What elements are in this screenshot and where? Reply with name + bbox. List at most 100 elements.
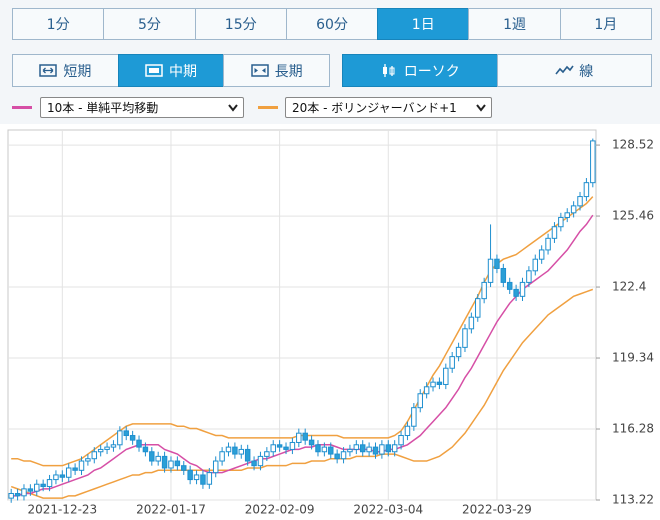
candle-body bbox=[149, 451, 155, 462]
y-tick-label: 113.22 bbox=[612, 493, 654, 507]
candle-body bbox=[526, 270, 532, 283]
candle-body bbox=[436, 381, 443, 385]
button-icon bbox=[145, 64, 163, 77]
candle-body bbox=[359, 444, 366, 453]
candle-body bbox=[251, 460, 257, 467]
range-button[interactable]: 中期 bbox=[117, 54, 225, 87]
candle-body bbox=[270, 444, 276, 453]
y-tick-label: 128.52 bbox=[612, 138, 654, 152]
chart_type-button[interactable]: 線 bbox=[496, 54, 652, 87]
range-button[interactable]: 短期 bbox=[12, 54, 119, 87]
candle-body bbox=[404, 425, 411, 437]
candle-body bbox=[347, 448, 353, 453]
candle-body bbox=[65, 467, 72, 478]
timeframe-tabs: 1分 5分 15分 60分 1日 1週 1月 bbox=[12, 8, 652, 40]
candle-body bbox=[212, 460, 219, 474]
candle-body bbox=[532, 258, 539, 272]
candle-body bbox=[104, 446, 110, 450]
button-label: 線 bbox=[579, 63, 594, 80]
candle-body bbox=[513, 288, 519, 297]
x-tick-label: 2022-03-04 bbox=[353, 503, 423, 517]
chart-type-tabs: ローソク 線 bbox=[342, 54, 652, 87]
button-icon bbox=[39, 64, 58, 77]
candle-body bbox=[21, 488, 27, 497]
candle-body bbox=[564, 212, 570, 218]
candle-body bbox=[340, 451, 347, 460]
candle-body bbox=[391, 444, 398, 453]
timeframe-button[interactable]: 1週 bbox=[468, 8, 561, 40]
button-icon bbox=[382, 64, 395, 77]
candle-body bbox=[34, 483, 40, 492]
candle-body bbox=[366, 446, 372, 453]
candle-body bbox=[423, 386, 430, 395]
timeframe-button[interactable]: 60分 bbox=[285, 8, 379, 40]
button-label: 中期 bbox=[169, 63, 197, 80]
candle-body bbox=[577, 196, 583, 207]
candle-body bbox=[315, 444, 321, 453]
timeframe-button[interactable]: 1月 bbox=[559, 8, 652, 40]
candle-body bbox=[40, 483, 46, 488]
candle-body bbox=[257, 455, 264, 467]
candle-body bbox=[181, 465, 187, 471]
candle-body bbox=[475, 298, 481, 318]
timeframe-button[interactable]: 15分 bbox=[194, 8, 287, 40]
sma-swatch bbox=[12, 106, 32, 109]
candle-body bbox=[353, 444, 360, 450]
x-tick-label: 2022-01-17 bbox=[136, 503, 206, 517]
candle-body bbox=[136, 439, 142, 448]
candle-body bbox=[430, 381, 436, 388]
candle-body bbox=[142, 446, 149, 453]
bollinger-swatch bbox=[258, 106, 278, 109]
candle-body bbox=[283, 446, 289, 450]
candle-body bbox=[46, 479, 53, 488]
chart_type-button[interactable]: ローソク bbox=[342, 54, 498, 87]
candle-body bbox=[91, 451, 98, 460]
indicator-select[interactable]: 10本 - 単純平均移動 bbox=[40, 97, 244, 118]
button-icon bbox=[250, 64, 269, 77]
timeframe-button[interactable]: 5分 bbox=[103, 8, 196, 40]
candle-body bbox=[487, 258, 494, 283]
timeframe-button[interactable]: 1日 bbox=[377, 8, 470, 40]
candle-body bbox=[538, 249, 545, 260]
candle-body bbox=[238, 448, 245, 455]
candle-body bbox=[372, 446, 379, 455]
indicator-select[interactable]: 20本 - ボリンジャーバンド+1 bbox=[285, 97, 492, 118]
candle-body bbox=[97, 448, 104, 453]
candle-body bbox=[219, 451, 225, 462]
range-button[interactable]: 長期 bbox=[223, 54, 331, 87]
candle-body bbox=[123, 430, 129, 437]
candle-body bbox=[206, 472, 213, 485]
button-label: 1分 bbox=[46, 17, 70, 33]
candle-body bbox=[302, 432, 308, 441]
candle-body bbox=[14, 493, 21, 497]
button-label: 60分 bbox=[316, 17, 348, 33]
candle-body bbox=[276, 444, 283, 448]
button-label: 長期 bbox=[274, 63, 303, 80]
candle-body bbox=[379, 444, 385, 455]
button-label: ローソク bbox=[403, 63, 460, 80]
candle-body bbox=[455, 346, 462, 358]
button-label: 5分 bbox=[137, 17, 161, 33]
timeframe-button[interactable]: 1分 bbox=[12, 8, 105, 40]
candle-body bbox=[551, 226, 558, 239]
chart: 113.22 116.28 119.34 122.4 125.46 128.52 2021-… bbox=[0, 124, 660, 520]
candle-body bbox=[174, 460, 181, 467]
candle-body bbox=[308, 439, 315, 446]
candle-body bbox=[558, 216, 564, 228]
candle-body bbox=[72, 467, 78, 471]
candle-body bbox=[519, 281, 526, 297]
chevron bbox=[476, 104, 486, 112]
button-label: 短期 bbox=[63, 63, 92, 80]
candle-body bbox=[117, 430, 123, 446]
x-tick-label: 2021-12-23 bbox=[27, 503, 97, 517]
candle-body bbox=[417, 393, 423, 409]
plot-area bbox=[7, 129, 597, 501]
button-label: 15分 bbox=[224, 17, 257, 33]
candle-body bbox=[200, 474, 206, 485]
candle-body bbox=[225, 446, 232, 453]
candle-body bbox=[545, 237, 551, 251]
candle-body bbox=[264, 451, 270, 457]
candle-body bbox=[161, 455, 168, 469]
candle-body bbox=[481, 281, 487, 300]
button-label: 1月 bbox=[594, 17, 618, 33]
